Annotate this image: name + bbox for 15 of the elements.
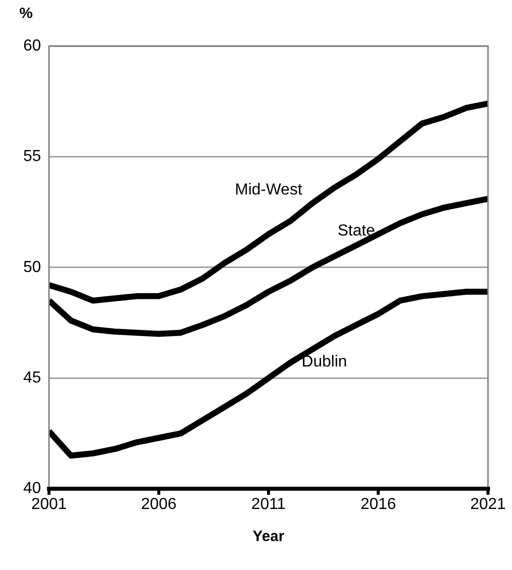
x-axis-title: Year [252, 528, 285, 546]
series-label: State [338, 222, 376, 240]
series-label: Dublin [302, 353, 348, 370]
y-tick-label: 60 [23, 37, 42, 54]
x-tick-label: 2006 [140, 496, 177, 513]
x-tick-label: 2011 [251, 496, 286, 513]
y-tick-label: 55 [23, 148, 42, 166]
x-tick-label: 2021 [470, 496, 506, 513]
series-label: Mid-West [234, 182, 303, 199]
x-tick-label: 2001 [31, 496, 67, 513]
x-tick-label: 2016 [360, 496, 396, 513]
y-axis-title: % [19, 5, 33, 22]
y-tick-label: 45 [23, 370, 42, 387]
y-tick-label: 40 [23, 480, 42, 498]
y-tick-label: 50 [23, 258, 42, 276]
